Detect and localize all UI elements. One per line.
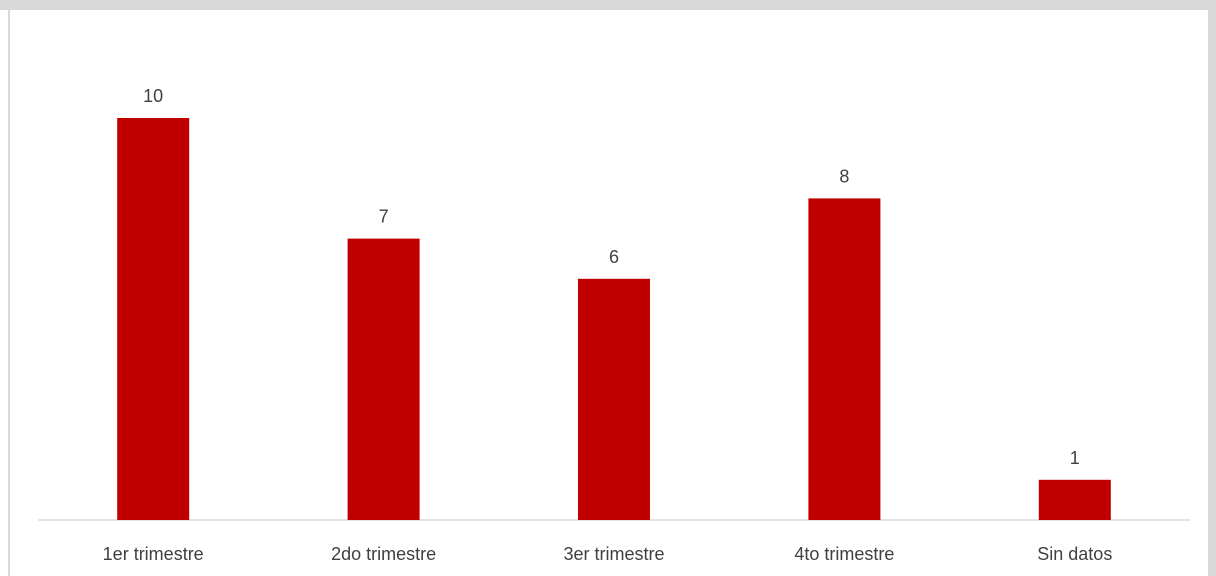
chart-left-border (8, 10, 10, 576)
category-labels-group: 1er trimestre 2do trimestre 3er trimestre 4… (103, 544, 1113, 564)
bars-group (117, 118, 1111, 520)
bar-2 (347, 238, 420, 520)
data-label-1: 10 (143, 86, 163, 106)
bar-4 (808, 198, 881, 520)
data-label-5: 1 (1070, 448, 1080, 468)
data-labels-group: 10 7 6 8 1 (143, 86, 1080, 468)
data-label-3: 6 (609, 247, 619, 267)
bar-1 (117, 118, 190, 520)
chart-right-border (1208, 10, 1216, 576)
category-label-4: 4to trimestre (794, 544, 894, 564)
category-label-2: 2do trimestre (331, 544, 436, 564)
data-label-4: 8 (839, 166, 849, 186)
chart-top-border (0, 0, 1216, 10)
category-label-3: 3er trimestre (563, 544, 664, 564)
bar-3 (578, 278, 650, 520)
category-label-1: 1er trimestre (103, 544, 204, 564)
data-label-2: 7 (379, 207, 389, 227)
bar-5 (1038, 479, 1111, 520)
category-label-5: Sin datos (1037, 544, 1112, 564)
